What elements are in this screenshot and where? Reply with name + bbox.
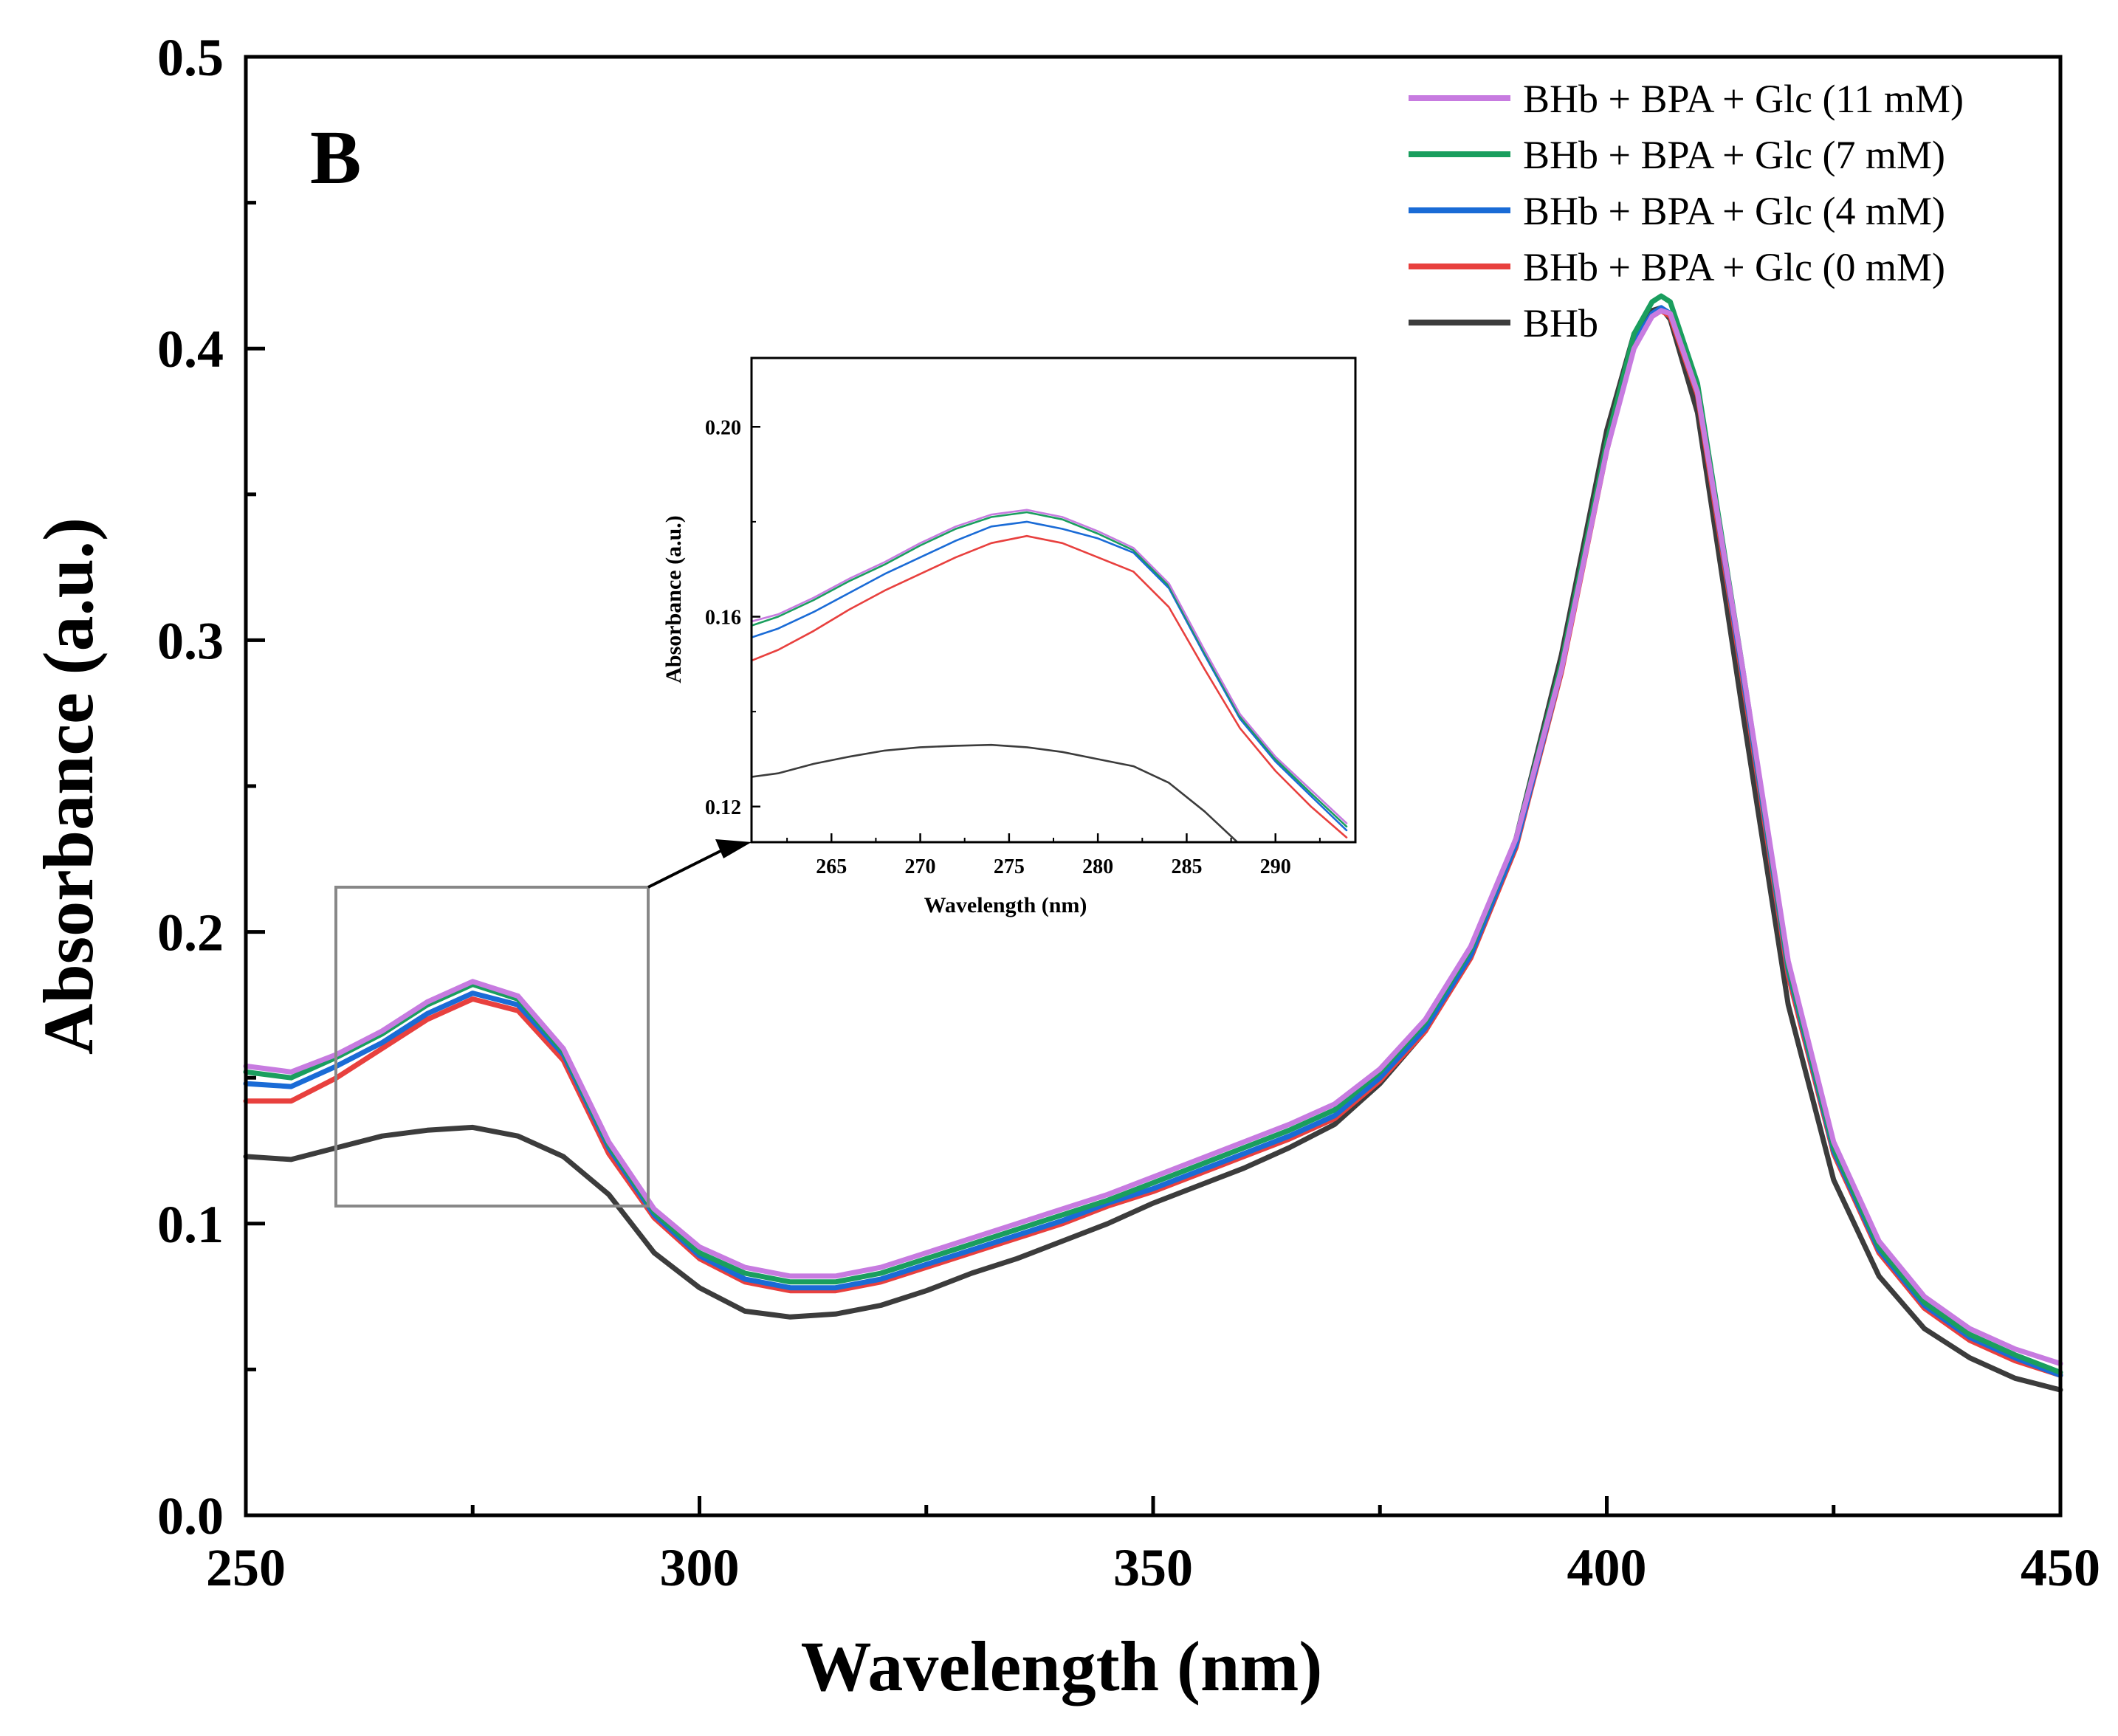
y-tick-label: 0.0 — [157, 1487, 224, 1546]
zoom-region-box — [334, 886, 650, 1208]
y-tick-label: 0.1 — [157, 1195, 224, 1254]
y-tick-label: 0.5 — [157, 28, 224, 87]
inset-x-axis-ticks: 265 270 275 280 285 290 — [786, 833, 1321, 878]
inset-series-line-bhb-bpa-glc-0-mm — [752, 534, 1348, 838]
inset-y-axis-title: Absorbance (a.u.) — [661, 515, 686, 683]
x-tick-label: 400 — [1567, 1538, 1647, 1597]
inset-x-tick-label: 265 — [816, 855, 847, 878]
inset-series-line-bhb-bpa-glc-11-mm — [752, 509, 1348, 824]
inset-background — [752, 358, 1355, 842]
y-axis-ticks: 0.0 0.1 0.2 0.3 0.4 0.5 — [157, 28, 265, 1546]
inset-x-tick-label: 270 — [905, 855, 936, 878]
inset-y-tick-label: 0.20 — [705, 416, 741, 439]
inset-x-axis-title: Wavelength (nm) — [924, 893, 1087, 917]
zoom-arrow-head — [715, 839, 752, 858]
x-tick-label: 250 — [206, 1538, 286, 1597]
inset-series-line-bhb — [752, 743, 1239, 842]
x-tick-label: 300 — [660, 1538, 740, 1597]
inset-x-tick-label: 280 — [1082, 855, 1113, 878]
inset-x-tick-label: 275 — [994, 855, 1025, 878]
inset-x-tick-label: 285 — [1171, 855, 1202, 878]
inset-chart: 265 270 275 280 285 290 0.12 0.16 0.20 Waveleng… — [661, 356, 1357, 917]
inset-y-tick-label: 0.12 — [705, 796, 741, 819]
legend-label: BHb — [1523, 301, 1598, 345]
y-axis-title: Absorbance (a.u.) — [29, 517, 108, 1055]
legend-label: BHb + BPA + Glc (0 mM) — [1523, 245, 1945, 289]
y-tick-label: 0.2 — [157, 903, 224, 962]
inset-x-tick-label: 290 — [1260, 855, 1291, 878]
legend-label: BHb + BPA + Glc (4 mM) — [1523, 189, 1945, 233]
legend: BHb + BPA + Glc (11 mM) BHb + BPA + Glc (… — [1409, 77, 1964, 345]
x-tick-label: 450 — [2021, 1538, 2100, 1597]
inset-y-axis-ticks: 0.12 0.16 0.20 — [705, 416, 760, 819]
series-line-bhb-bpa-glc-11-mm — [243, 308, 2063, 1366]
zoom-arrow-line — [647, 846, 729, 889]
x-axis-ticks: 250 300 350 400 450 — [206, 1496, 2100, 1597]
series-line-bhb — [243, 305, 2063, 1393]
inset-series-line-bhb-bpa-glc-7-mm — [752, 511, 1348, 828]
x-tick-label: 350 — [1113, 1538, 1193, 1597]
inset-series-layer — [752, 509, 1348, 842]
x-axis-title: Wavelength (nm) — [801, 1627, 1323, 1706]
y-tick-label: 0.4 — [157, 320, 224, 379]
inset-series-line-bhb-bpa-glc-4-mm — [752, 520, 1348, 832]
panel-label: B — [310, 115, 361, 200]
y-tick-label: 0.3 — [157, 611, 224, 670]
legend-label: BHb + BPA + Glc (11 mM) — [1523, 77, 1964, 121]
legend-label: BHb + BPA + Glc (7 mM) — [1523, 133, 1945, 177]
inset-y-tick-label: 0.16 — [705, 607, 741, 630]
main-series-layer — [243, 293, 2063, 1393]
